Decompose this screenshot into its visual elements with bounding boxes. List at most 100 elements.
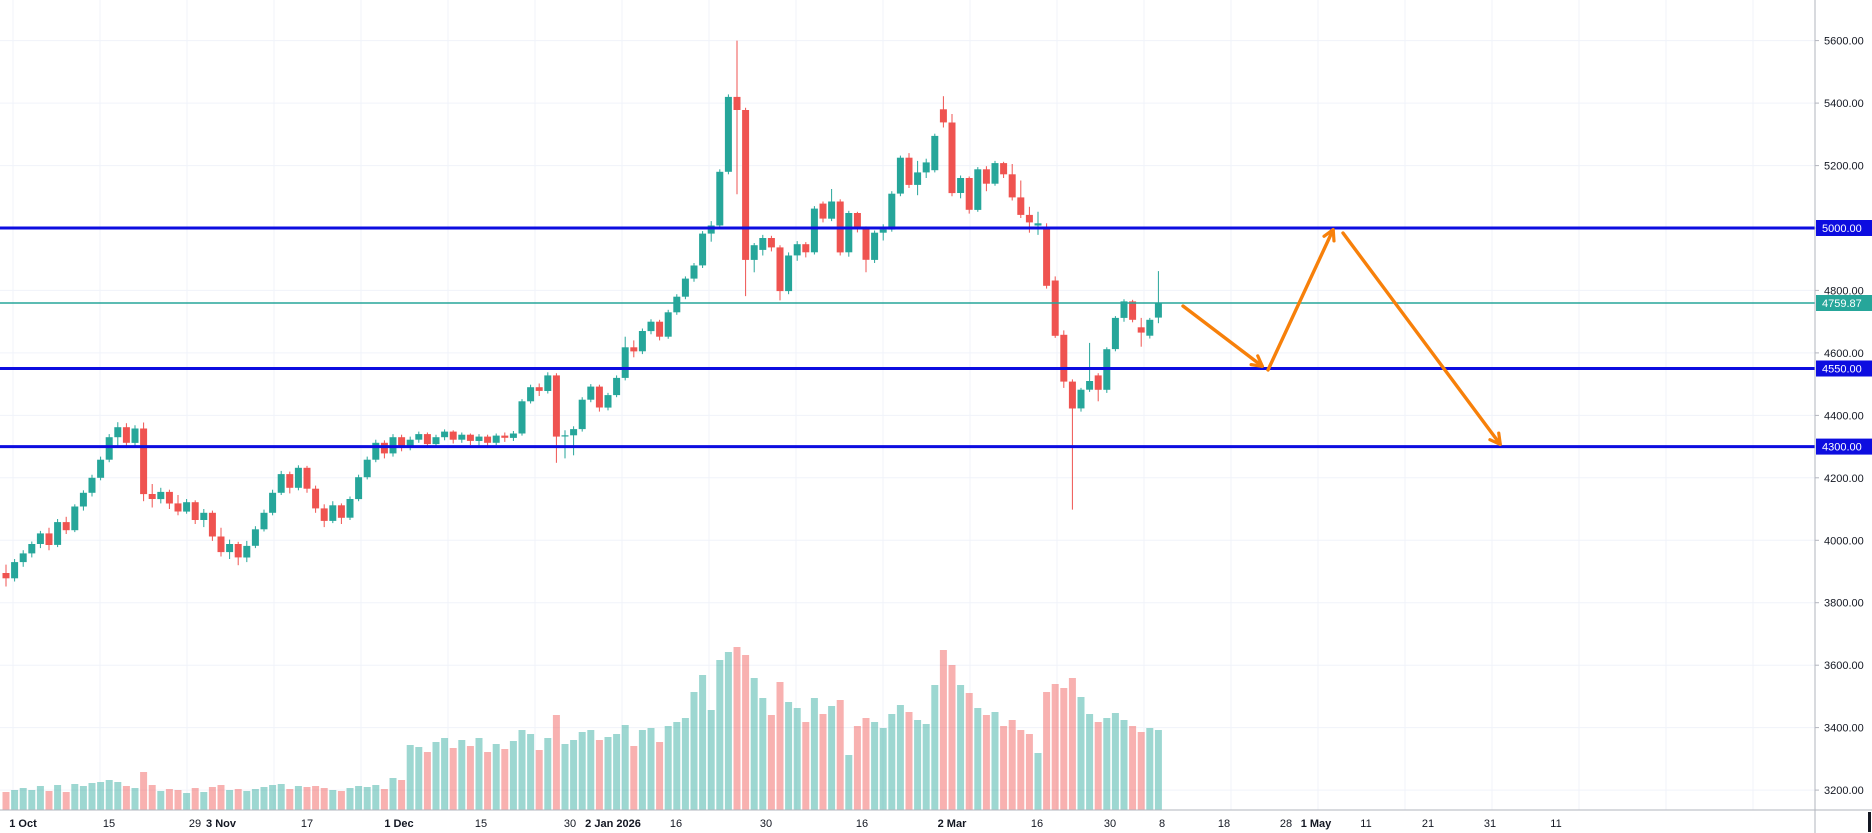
candle-body bbox=[36, 533, 44, 544]
time-axis-labels[interactable]: 1 Oct 15 29 3 Nov 17 1 Dec 15 30 2 Jan 2026 16 30 1… bbox=[9, 818, 1561, 830]
candle-body bbox=[1025, 214, 1033, 223]
volume-bar bbox=[19, 788, 27, 810]
candle-body bbox=[527, 387, 535, 402]
candle-body bbox=[896, 157, 904, 194]
volume-bar bbox=[389, 778, 397, 810]
candle-body bbox=[570, 429, 578, 436]
volume-bar bbox=[991, 712, 999, 810]
candle-body bbox=[957, 178, 965, 193]
volume-bar bbox=[191, 788, 199, 810]
candle-body bbox=[277, 474, 285, 493]
candle-body bbox=[501, 435, 509, 438]
volume-bar bbox=[1051, 684, 1059, 810]
projection-arrow-3[interactable] bbox=[1341, 231, 1502, 447]
candle-body bbox=[982, 169, 990, 184]
candle-body bbox=[1077, 389, 1085, 409]
volume-bar bbox=[36, 786, 44, 810]
volume-bar bbox=[62, 792, 70, 810]
volume-bar bbox=[372, 785, 380, 810]
volume-series bbox=[2, 647, 1162, 810]
volume-bar bbox=[1103, 718, 1111, 810]
price-label-box bbox=[1816, 220, 1872, 236]
volume-bar bbox=[1017, 730, 1025, 810]
candle-body bbox=[217, 536, 225, 553]
volume-bar bbox=[1120, 720, 1128, 810]
volume-bar bbox=[647, 728, 655, 810]
candle-body bbox=[509, 433, 517, 438]
volume-bar bbox=[260, 787, 268, 810]
candle-body bbox=[157, 491, 165, 500]
volume-bar bbox=[681, 718, 689, 810]
candle-body bbox=[862, 228, 870, 260]
candle-body bbox=[767, 238, 775, 248]
volume-bar bbox=[11, 790, 19, 810]
price-label-text: 4300.00 bbox=[1822, 442, 1862, 454]
candle-body bbox=[62, 522, 70, 531]
volume-bar bbox=[71, 784, 79, 810]
volume-bar bbox=[509, 741, 517, 810]
volume-bar bbox=[441, 738, 449, 810]
candle-body bbox=[853, 213, 861, 229]
time-tick-label: 2 Jan 2026 bbox=[585, 818, 641, 830]
projection-arrows[interactable] bbox=[1181, 227, 1502, 447]
volume-bar bbox=[527, 734, 535, 810]
volume-bar bbox=[552, 715, 560, 810]
volume-bar bbox=[140, 772, 148, 810]
candle-body bbox=[191, 502, 199, 520]
candle-body bbox=[355, 477, 363, 500]
projection-arrow-2[interactable] bbox=[1266, 227, 1336, 372]
candle-body bbox=[673, 296, 681, 313]
volume-bar bbox=[234, 789, 242, 810]
candle-body bbox=[776, 247, 784, 292]
candle-body bbox=[1060, 334, 1068, 382]
candle-body bbox=[647, 321, 655, 332]
candle-body bbox=[2, 573, 10, 579]
price-tick-label: 3800.00 bbox=[1824, 598, 1864, 610]
horizontal-level-lines[interactable] bbox=[0, 226, 1815, 449]
candle-body bbox=[922, 162, 930, 173]
candle-body bbox=[234, 544, 242, 558]
candle-body bbox=[441, 431, 449, 438]
volume-bar bbox=[879, 728, 887, 810]
price-tick-label: 4800.00 bbox=[1824, 285, 1864, 297]
candle-body bbox=[208, 512, 216, 537]
time-tick-label: 30 bbox=[564, 818, 576, 830]
price-axis-labels[interactable]: 5600.00 5400.00 5200.00 5000.00 4800.00 4600.… bbox=[1815, 36, 1864, 798]
price-label-text: 4550.00 bbox=[1822, 364, 1862, 376]
volume-bar bbox=[1043, 692, 1051, 810]
horizontal-gridlines bbox=[0, 40, 1815, 791]
candle-body bbox=[260, 512, 268, 530]
candle-body bbox=[724, 96, 732, 172]
candle-body bbox=[200, 512, 208, 520]
candle-body bbox=[226, 544, 234, 553]
candle-body bbox=[131, 428, 139, 443]
candle-body bbox=[303, 467, 311, 489]
candle-body bbox=[484, 436, 492, 443]
price-tick-label: 5200.00 bbox=[1824, 161, 1864, 173]
volume-bar bbox=[466, 746, 474, 810]
volume-bar bbox=[1034, 753, 1042, 810]
volume-bar bbox=[1068, 678, 1076, 810]
time-tick-label: 28 bbox=[1280, 818, 1292, 830]
price-tick-label: 3400.00 bbox=[1824, 723, 1864, 735]
candle-body bbox=[1120, 301, 1128, 318]
projection-arrow-1[interactable] bbox=[1181, 304, 1264, 368]
candle-body bbox=[1094, 375, 1102, 390]
price-tick-label: 3600.00 bbox=[1824, 660, 1864, 672]
volume-bar bbox=[570, 740, 578, 810]
time-tick-label: 1 Dec bbox=[384, 818, 413, 830]
candle-body bbox=[320, 508, 328, 521]
candle-body bbox=[1111, 317, 1119, 350]
volume-bar bbox=[638, 730, 646, 810]
volume-bar bbox=[699, 675, 707, 810]
time-tick-label: 30 bbox=[760, 818, 772, 830]
candle-body bbox=[1034, 223, 1042, 226]
volume-bar bbox=[957, 685, 965, 810]
volume-bar bbox=[785, 702, 793, 810]
price-tick-label: 4600.00 bbox=[1824, 348, 1864, 360]
volume-bar bbox=[200, 792, 208, 810]
volume-bar bbox=[312, 786, 320, 810]
volume-bar bbox=[88, 783, 96, 810]
volume-bar bbox=[922, 724, 930, 810]
